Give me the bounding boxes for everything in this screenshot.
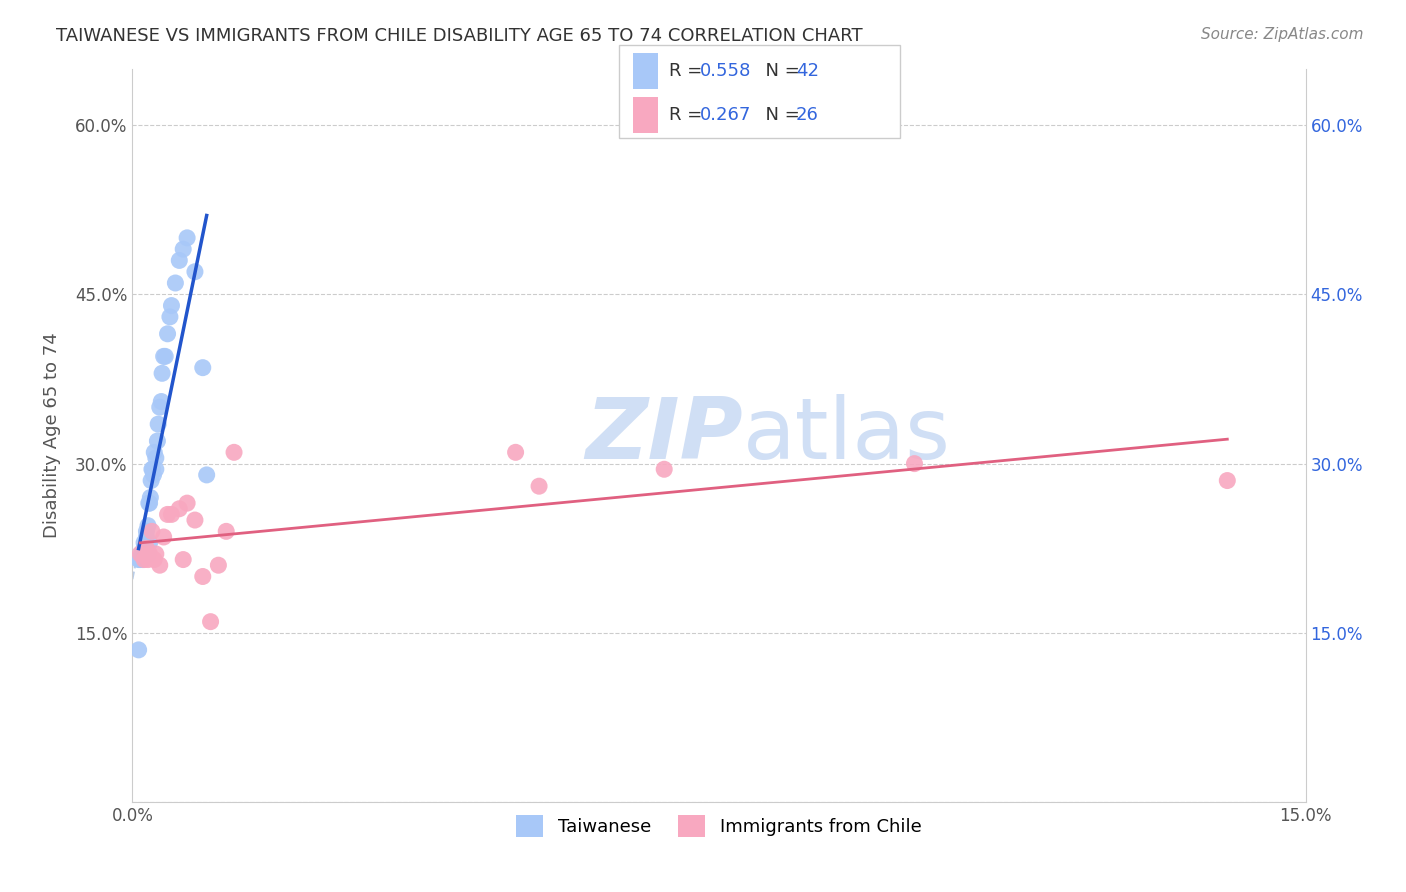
Point: [132, 535, 155, 549]
Point: [129, 547, 152, 561]
Point: [138, 496, 160, 510]
Point: [169, 253, 191, 268]
Point: [527, 479, 550, 493]
Point: [156, 326, 179, 341]
Point: [149, 400, 172, 414]
Point: [169, 501, 191, 516]
Point: [136, 547, 159, 561]
Point: [143, 445, 166, 459]
Point: [135, 524, 157, 539]
Point: [132, 541, 155, 556]
Point: [207, 558, 229, 573]
Point: [155, 350, 177, 364]
Point: [195, 467, 218, 482]
Point: [138, 496, 160, 510]
Point: [138, 535, 160, 549]
Point: [141, 462, 163, 476]
Point: [148, 417, 170, 431]
Point: [145, 450, 167, 465]
Point: [200, 615, 222, 629]
Point: [129, 552, 152, 566]
Point: [136, 552, 159, 566]
Point: [145, 547, 167, 561]
Point: [136, 518, 159, 533]
Legend: Taiwanese, Immigrants from Chile: Taiwanese, Immigrants from Chile: [509, 808, 929, 845]
Point: [903, 457, 925, 471]
Point: [128, 552, 150, 566]
Point: [136, 547, 159, 561]
Point: [505, 445, 527, 459]
Point: [139, 474, 162, 488]
Text: TAIWANESE VS IMMIGRANTS FROM CHILE DISABILITY AGE 65 TO 74 CORRELATION CHART: TAIWANESE VS IMMIGRANTS FROM CHILE DISAB…: [56, 27, 863, 45]
Point: [172, 242, 194, 256]
Point: [149, 558, 172, 573]
Point: [156, 508, 179, 522]
Point: [160, 508, 183, 522]
Point: [128, 643, 150, 657]
Point: [141, 524, 163, 539]
Point: [160, 299, 183, 313]
Point: [131, 547, 153, 561]
Text: R =: R =: [669, 106, 709, 124]
Point: [135, 541, 157, 556]
Point: [184, 513, 207, 527]
Text: N =: N =: [754, 106, 806, 124]
Point: [150, 367, 173, 381]
Point: [152, 530, 174, 544]
Text: 0.558: 0.558: [700, 62, 752, 79]
Point: [176, 496, 198, 510]
Point: [165, 276, 187, 290]
Point: [142, 467, 165, 482]
Point: [150, 394, 173, 409]
Point: [134, 541, 156, 556]
Point: [222, 445, 245, 459]
Point: [145, 462, 167, 476]
Point: [191, 569, 214, 583]
Point: [215, 524, 238, 539]
Point: [138, 547, 160, 561]
Point: [139, 491, 162, 505]
Point: [132, 552, 155, 566]
Point: [131, 552, 153, 566]
Text: R =: R =: [669, 62, 709, 79]
Point: [143, 552, 166, 566]
Point: [152, 350, 174, 364]
Point: [184, 265, 207, 279]
Point: [135, 530, 157, 544]
Point: [191, 360, 214, 375]
Y-axis label: Disability Age 65 to 74: Disability Age 65 to 74: [44, 333, 60, 538]
Point: [146, 434, 169, 448]
Text: 42: 42: [796, 62, 818, 79]
Text: Source: ZipAtlas.com: Source: ZipAtlas.com: [1201, 27, 1364, 42]
Text: N =: N =: [754, 62, 806, 79]
Point: [159, 310, 181, 324]
Point: [652, 462, 675, 476]
Point: [135, 547, 157, 561]
Text: atlas: atlas: [742, 394, 950, 477]
Point: [142, 462, 165, 476]
Point: [172, 552, 194, 566]
Text: 26: 26: [796, 106, 818, 124]
Text: 0.267: 0.267: [700, 106, 752, 124]
Point: [176, 231, 198, 245]
Text: ZIP: ZIP: [585, 394, 742, 477]
Point: [1216, 474, 1239, 488]
